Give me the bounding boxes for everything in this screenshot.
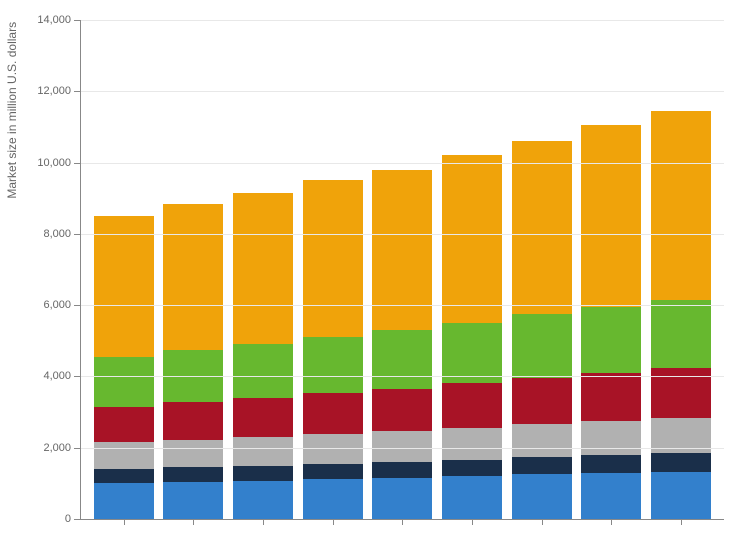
x-tick bbox=[193, 519, 194, 525]
chart-container: Market size in million U.S. dollars 02,0… bbox=[0, 0, 754, 560]
bar-segment bbox=[442, 323, 502, 384]
bar-segment bbox=[303, 393, 363, 434]
bar-segment bbox=[163, 204, 223, 349]
y-tick-label: 10,000 bbox=[37, 157, 81, 169]
x-tick bbox=[542, 519, 543, 525]
bar-segment bbox=[581, 455, 641, 473]
bar-segment bbox=[372, 478, 432, 519]
x-tick bbox=[611, 519, 612, 525]
bar-segment bbox=[94, 357, 154, 407]
bar-segment bbox=[442, 460, 502, 476]
bar-segment bbox=[651, 453, 711, 472]
bar-segment bbox=[94, 483, 154, 519]
bar-segment bbox=[94, 469, 154, 483]
x-tick bbox=[472, 519, 473, 525]
bar-segment bbox=[303, 479, 363, 519]
bar-segment bbox=[651, 472, 711, 519]
stacked-bar bbox=[163, 204, 223, 519]
plot-area: 02,0004,0006,0008,00010,00012,00014,000 bbox=[80, 20, 724, 520]
y-tick-label: 4,000 bbox=[43, 370, 81, 382]
bar-segment bbox=[372, 170, 432, 331]
y-tick-label: 2,000 bbox=[43, 442, 81, 454]
gridline bbox=[81, 305, 724, 306]
bar-segment bbox=[233, 398, 293, 437]
bar-segment bbox=[372, 431, 432, 462]
bar-segment bbox=[303, 464, 363, 479]
bar-segment bbox=[442, 428, 502, 460]
bar-segment bbox=[303, 180, 363, 336]
stacked-bar bbox=[581, 125, 641, 519]
bar-segment bbox=[163, 402, 223, 439]
y-tick-label: 14,000 bbox=[37, 14, 81, 26]
bar-segment bbox=[581, 421, 641, 455]
bar-segment bbox=[512, 314, 572, 377]
bar-segment bbox=[512, 474, 572, 519]
bar-segment bbox=[233, 437, 293, 466]
bar-segment bbox=[512, 378, 572, 424]
stacked-bar bbox=[442, 155, 502, 519]
y-tick-label: 8,000 bbox=[43, 228, 81, 240]
y-tick-label: 0 bbox=[65, 513, 81, 525]
bar-segment bbox=[233, 193, 293, 344]
gridline bbox=[81, 91, 724, 92]
bar-segment bbox=[94, 407, 154, 443]
bar-segment bbox=[372, 389, 432, 432]
bar-segment bbox=[442, 155, 502, 322]
bar-segment bbox=[512, 141, 572, 314]
bar-segment bbox=[233, 344, 293, 398]
bar-segment bbox=[233, 466, 293, 481]
bar-segment bbox=[163, 440, 223, 468]
x-tick bbox=[681, 519, 682, 525]
bar-segment bbox=[303, 337, 363, 393]
x-tick bbox=[333, 519, 334, 525]
stacked-bar bbox=[512, 141, 572, 519]
gridline bbox=[81, 376, 724, 377]
bar-segment bbox=[163, 482, 223, 519]
x-tick bbox=[402, 519, 403, 525]
bar-segment bbox=[94, 216, 154, 357]
gridline bbox=[81, 163, 724, 164]
stacked-bar bbox=[651, 111, 711, 519]
gridline bbox=[81, 448, 724, 449]
bar-segment bbox=[581, 373, 641, 421]
bar-segment bbox=[94, 442, 154, 469]
stacked-bar bbox=[233, 193, 293, 519]
y-tick-label: 6,000 bbox=[43, 299, 81, 311]
bar-segment bbox=[651, 368, 711, 418]
bar-segment bbox=[233, 481, 293, 519]
bar-segment bbox=[442, 383, 502, 428]
gridline bbox=[81, 234, 724, 235]
bar-segment bbox=[163, 467, 223, 481]
bar-segment bbox=[651, 111, 711, 300]
bar-segment bbox=[581, 473, 641, 519]
x-tick bbox=[263, 519, 264, 525]
bar-segment bbox=[303, 434, 363, 464]
stacked-bar bbox=[372, 170, 432, 519]
bars-row bbox=[81, 20, 724, 519]
y-tick-label: 12,000 bbox=[37, 85, 81, 97]
bar-segment bbox=[512, 424, 572, 457]
bar-segment bbox=[651, 300, 711, 368]
bar-segment bbox=[372, 462, 432, 478]
y-axis-label: Market size in million U.S. dollars bbox=[5, 22, 19, 199]
bar-segment bbox=[372, 330, 432, 388]
gridline bbox=[81, 20, 724, 21]
x-tick bbox=[124, 519, 125, 525]
bar-segment bbox=[581, 125, 641, 306]
stacked-bar bbox=[94, 216, 154, 519]
stacked-bar bbox=[303, 180, 363, 519]
bar-segment bbox=[442, 476, 502, 519]
bar-segment bbox=[581, 307, 641, 373]
bar-segment bbox=[512, 457, 572, 474]
